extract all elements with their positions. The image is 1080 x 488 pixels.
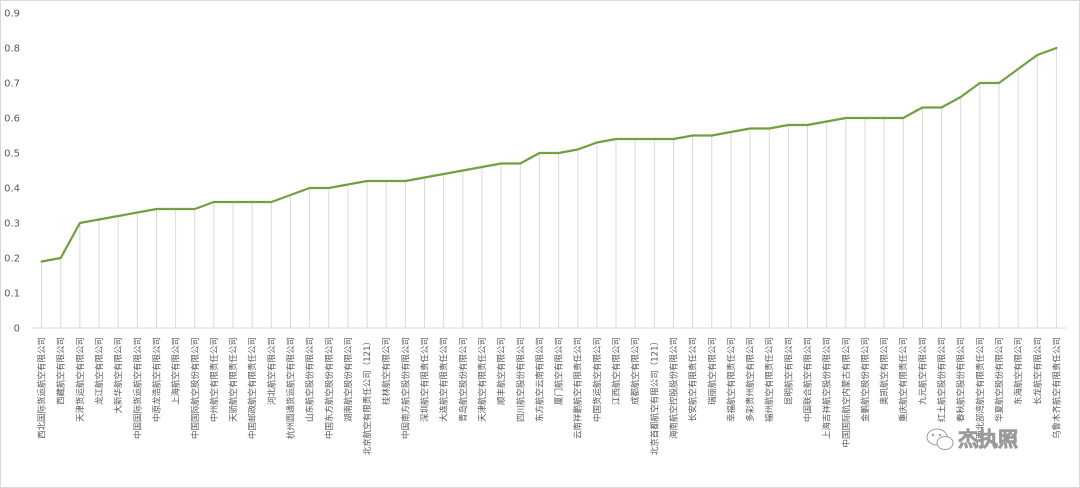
x-category-label: 深圳航空有限责任公司 xyxy=(420,337,431,422)
drop-lines xyxy=(41,48,1057,328)
x-category-label: 中国联合航空有限公司 xyxy=(803,337,814,422)
y-axis: 0 0.1 0.2 0.3 0.4 0.5 0.6 0.7 0.8 0.9 xyxy=(4,9,20,335)
x-category-label: 乌鲁木齐航空有限责任公司 xyxy=(1051,337,1062,439)
x-category-label: 上海吉祥航空股份有限公司 xyxy=(822,337,833,439)
x-category-label: 中国东方航空股份有限公司 xyxy=(324,337,335,439)
series-line xyxy=(40,46,1058,263)
y-tick-label: 0.7 xyxy=(4,79,20,90)
x-category-label: 东方航空云南有限公司 xyxy=(534,337,545,422)
x-category-label: 重庆航空有限责任公司 xyxy=(898,337,909,422)
x-category-label: 奥凯航空有限公司 xyxy=(879,337,890,405)
x-category-label: 龙江航空有限公司 xyxy=(94,337,105,405)
x-category-label: 青岛航空股份有限公司 xyxy=(458,337,469,422)
x-category-label: 北京首都航空有限公司（121） xyxy=(649,337,660,455)
watermark: 杰执照 xyxy=(926,427,1018,451)
y-tick-label: 0.1 xyxy=(4,289,20,300)
x-category-label: 金鹏航空股份有限公司 xyxy=(860,337,871,422)
x-axis: 西北国际货运航空有限公司 西藏航空有限公司 天津货运航空有限公司 龙江航空有限公司 大新… xyxy=(37,337,1063,455)
x-category-label: 春秋航空股份有限公司 xyxy=(956,337,967,422)
x-category-label: 天骄航空有限责任公司 xyxy=(228,337,239,422)
x-category-label: 西藏航空有限公司 xyxy=(56,337,67,405)
y-tick-label: 0.9 xyxy=(4,9,20,20)
x-category-label: 桂林航空有限公司 xyxy=(381,337,392,405)
x-category-label: 福州航空有限责任公司 xyxy=(764,337,775,422)
x-category-label: 北京航空有限责任公司（121） xyxy=(362,337,373,455)
x-category-label: 中原龙浩航空有限公司 xyxy=(151,337,162,422)
x-category-label: 中国国际航空内蒙古有限公司 xyxy=(841,337,852,448)
x-category-label: 厦门航空有限公司 xyxy=(554,337,565,405)
x-category-label: 上海航空有限公司 xyxy=(171,337,182,405)
x-category-label: 天津货运航空有限公司 xyxy=(75,337,86,422)
x-category-label: 四川航空股份有限公司 xyxy=(515,337,526,422)
x-category-label: 云南祥鹏航空有限责任公司 xyxy=(573,337,584,439)
x-category-label: 华夏航空股份有限公司 xyxy=(994,337,1005,422)
x-category-label: 江西航空有限公司 xyxy=(611,337,622,405)
y-tick-label: 0.3 xyxy=(4,219,20,230)
y-tick-label: 0.6 xyxy=(4,114,20,125)
watermark-text: 杰执照 xyxy=(958,427,1018,451)
x-category-label: 大连航空有限责任公司 xyxy=(439,337,450,422)
x-category-label: 广西北部湾航空有限责任公司 xyxy=(975,337,986,448)
x-category-label: 红土航空股份有限公司 xyxy=(937,337,948,422)
x-category-label: 多彩贵州航空有限公司 xyxy=(745,337,756,422)
y-tick-label: 0.5 xyxy=(4,149,20,160)
y-tick-label: 0.4 xyxy=(4,184,20,195)
x-category-label: 幸福航空有限责任公司 xyxy=(726,337,737,422)
x-category-label: 中国邮政航空有限责任公司 xyxy=(247,337,258,439)
y-tick-label: 0.2 xyxy=(4,254,20,265)
x-category-label: 海南航空控股股份有限公司 xyxy=(668,337,679,439)
x-category-label: 中国货运航空有限公司 xyxy=(592,337,603,422)
wechat-icon xyxy=(926,428,954,450)
x-category-label: 顺丰航空有限公司 xyxy=(496,337,507,405)
y-tick-label: 0 xyxy=(14,324,20,335)
x-category-label: 杭州圆通货运航空有限公司 xyxy=(286,337,297,439)
x-category-label: 中国南方航空股份有限公司 xyxy=(400,337,411,439)
x-category-label: 中国国际航空股份有限公司 xyxy=(190,337,201,439)
x-category-label: 天津航空有限责任公司 xyxy=(477,337,488,422)
x-category-label: 大新华航空有限公司 xyxy=(113,337,124,414)
x-category-label: 东海航空有限公司 xyxy=(1013,337,1024,405)
x-category-label: 成都航空有限公司 xyxy=(630,337,641,405)
x-category-label: 湖南航空股份有限公司 xyxy=(343,337,354,422)
x-category-label: 昆明航空有限公司 xyxy=(783,337,794,405)
x-category-label: 河北航空有限公司 xyxy=(266,337,277,405)
y-tick-label: 0.8 xyxy=(4,44,20,55)
x-category-label: 长龙航空有限公司 xyxy=(1032,337,1043,405)
x-category-label: 瑞丽航空有限公司 xyxy=(707,337,718,405)
x-category-label: 西北国际货运航空有限公司 xyxy=(37,337,48,439)
data-points xyxy=(41,47,1057,262)
x-category-label: 中国国际货运航空有限公司 xyxy=(132,337,143,439)
x-category-label: 山东航空股份有限公司 xyxy=(305,337,316,422)
x-category-label: 九元航空有限公司 xyxy=(917,337,928,405)
x-category-label: 长安航空有限责任公司 xyxy=(688,337,699,422)
x-category-label: 中州航空有限责任公司 xyxy=(209,337,220,422)
